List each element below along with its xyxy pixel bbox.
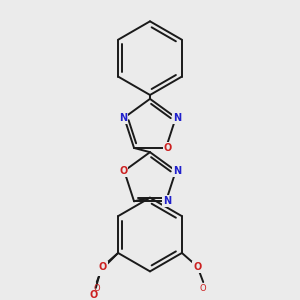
Text: O: O [98, 262, 107, 272]
Text: O: O [193, 262, 202, 272]
Text: N: N [119, 112, 127, 123]
Text: N: N [173, 112, 181, 123]
Text: O: O [94, 284, 100, 293]
Text: O: O [164, 143, 172, 153]
Text: O: O [119, 166, 127, 176]
Text: N: N [163, 196, 171, 206]
Text: O: O [97, 266, 105, 275]
Text: N: N [173, 166, 181, 176]
Text: O: O [200, 284, 206, 293]
Text: O: O [90, 290, 98, 300]
